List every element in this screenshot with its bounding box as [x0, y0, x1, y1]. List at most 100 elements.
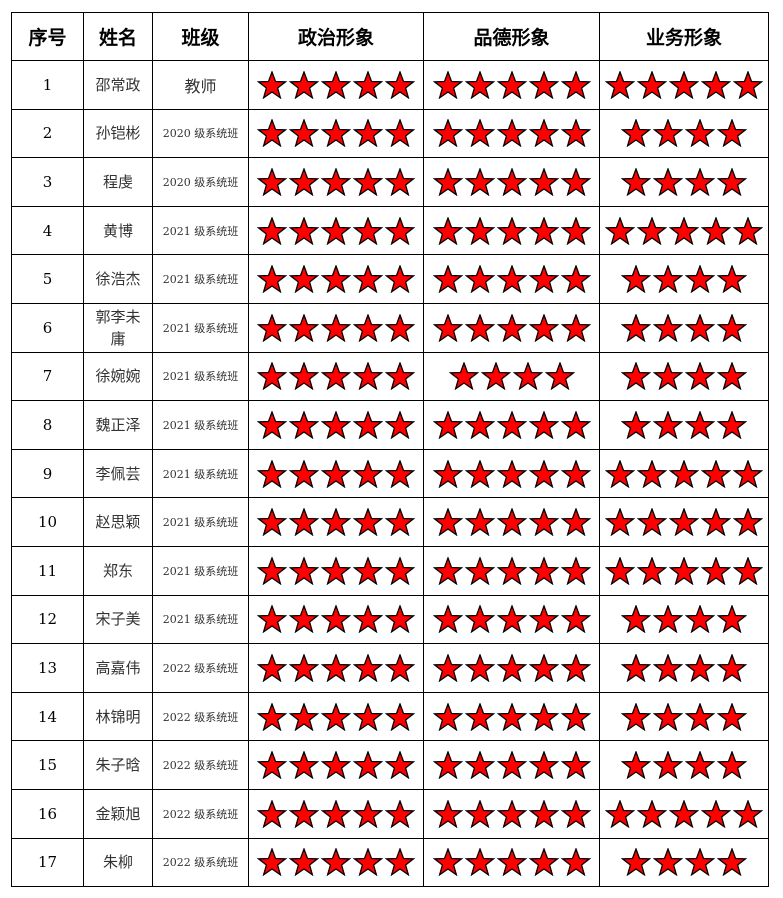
star-icon [384, 69, 416, 103]
star-icon [432, 167, 464, 200]
star-icon [684, 410, 716, 443]
star-icon [384, 555, 416, 589]
table-row: 17 朱柳 2022 级系统班 [11, 837, 769, 888]
star-icon [496, 555, 528, 589]
star-icon [464, 458, 496, 492]
student-name: 魏正泽 [83, 400, 153, 450]
star-icon [288, 701, 320, 735]
star-icon [732, 507, 764, 540]
student-name: 程虔 [83, 157, 153, 207]
star-icon [432, 312, 464, 346]
star-icon [652, 264, 684, 297]
star-icon [684, 312, 716, 346]
star-icon [620, 653, 652, 686]
star-icon [352, 750, 384, 783]
star-icon [256, 701, 288, 735]
star-icon [256, 750, 288, 783]
star-icon [320, 312, 352, 346]
star-icon [288, 215, 320, 249]
star-icon [464, 507, 496, 540]
political-rating [248, 740, 424, 790]
star-icon [384, 410, 416, 443]
star-icon [352, 847, 384, 880]
star-icon [352, 701, 384, 735]
star-icon [464, 798, 496, 832]
professional-rating [599, 594, 769, 645]
star-icon [528, 410, 560, 443]
table-row: 16 金颖旭 2022 级系统班 [11, 788, 769, 839]
header-no: 序号 [11, 12, 84, 61]
star-icon [320, 410, 352, 443]
star-icon [668, 507, 700, 540]
star-icon [288, 458, 320, 492]
star-icon [560, 215, 592, 249]
star-icon [352, 555, 384, 589]
star-icon [560, 798, 592, 832]
table-row: 6 郭李未庸 2021 级系统班 [11, 302, 769, 353]
political-rating [248, 60, 424, 110]
student-name: 邵常政 [83, 60, 153, 110]
star-icon [716, 701, 748, 735]
political-rating [248, 497, 424, 547]
table-row: 8 魏正泽 2021 级系统班 [11, 400, 769, 450]
star-icon [604, 507, 636, 540]
star-icon [288, 118, 320, 151]
moral-rating [423, 205, 600, 256]
star-icon [732, 215, 764, 249]
row-number: 14 [11, 691, 84, 742]
star-icon [528, 215, 560, 249]
star-icon [528, 701, 560, 735]
star-icon [256, 264, 288, 297]
professional-rating [599, 837, 769, 888]
star-icon [432, 701, 464, 735]
student-name: 黄博 [83, 205, 153, 256]
row-number: 15 [11, 740, 84, 790]
star-icon [464, 555, 496, 589]
row-number: 8 [11, 400, 84, 450]
header-political: 政治形象 [248, 12, 424, 61]
star-icon [432, 653, 464, 686]
student-name: 林锦明 [83, 691, 153, 742]
star-icon [496, 167, 528, 200]
star-icon [352, 69, 384, 103]
row-number: 7 [11, 351, 84, 402]
moral-rating [423, 254, 600, 304]
star-icon [432, 69, 464, 103]
row-number: 6 [11, 302, 84, 353]
star-icon [620, 361, 652, 394]
star-icon [528, 167, 560, 200]
star-icon [352, 604, 384, 637]
student-name: 徐浩杰 [83, 254, 153, 304]
star-icon [560, 653, 592, 686]
star-icon [732, 69, 764, 103]
moral-rating [423, 157, 600, 207]
table-row: 1 邵常政 教师 [11, 60, 769, 110]
star-icon [560, 167, 592, 200]
star-icon [636, 458, 668, 492]
political-rating [248, 108, 424, 159]
star-icon [256, 507, 288, 540]
political-rating [248, 788, 424, 839]
star-icon [432, 750, 464, 783]
star-icon [560, 264, 592, 297]
political-rating [248, 302, 424, 353]
star-icon [560, 458, 592, 492]
star-icon [528, 118, 560, 151]
star-icon [560, 507, 592, 540]
class-name: 2021 级系统班 [152, 302, 249, 353]
star-icon [496, 215, 528, 249]
class-name: 2020 级系统班 [152, 108, 249, 159]
moral-rating [423, 740, 600, 790]
moral-rating [423, 448, 600, 499]
star-icon [384, 604, 416, 637]
star-icon [384, 507, 416, 540]
star-icon [560, 410, 592, 443]
professional-rating [599, 497, 769, 547]
star-icon [320, 604, 352, 637]
star-icon [560, 69, 592, 103]
star-icon [700, 798, 732, 832]
star-icon [352, 118, 384, 151]
star-icon [528, 604, 560, 637]
star-icon [384, 167, 416, 200]
table-row: 12 宋子美 2021 级系统班 [11, 594, 769, 645]
